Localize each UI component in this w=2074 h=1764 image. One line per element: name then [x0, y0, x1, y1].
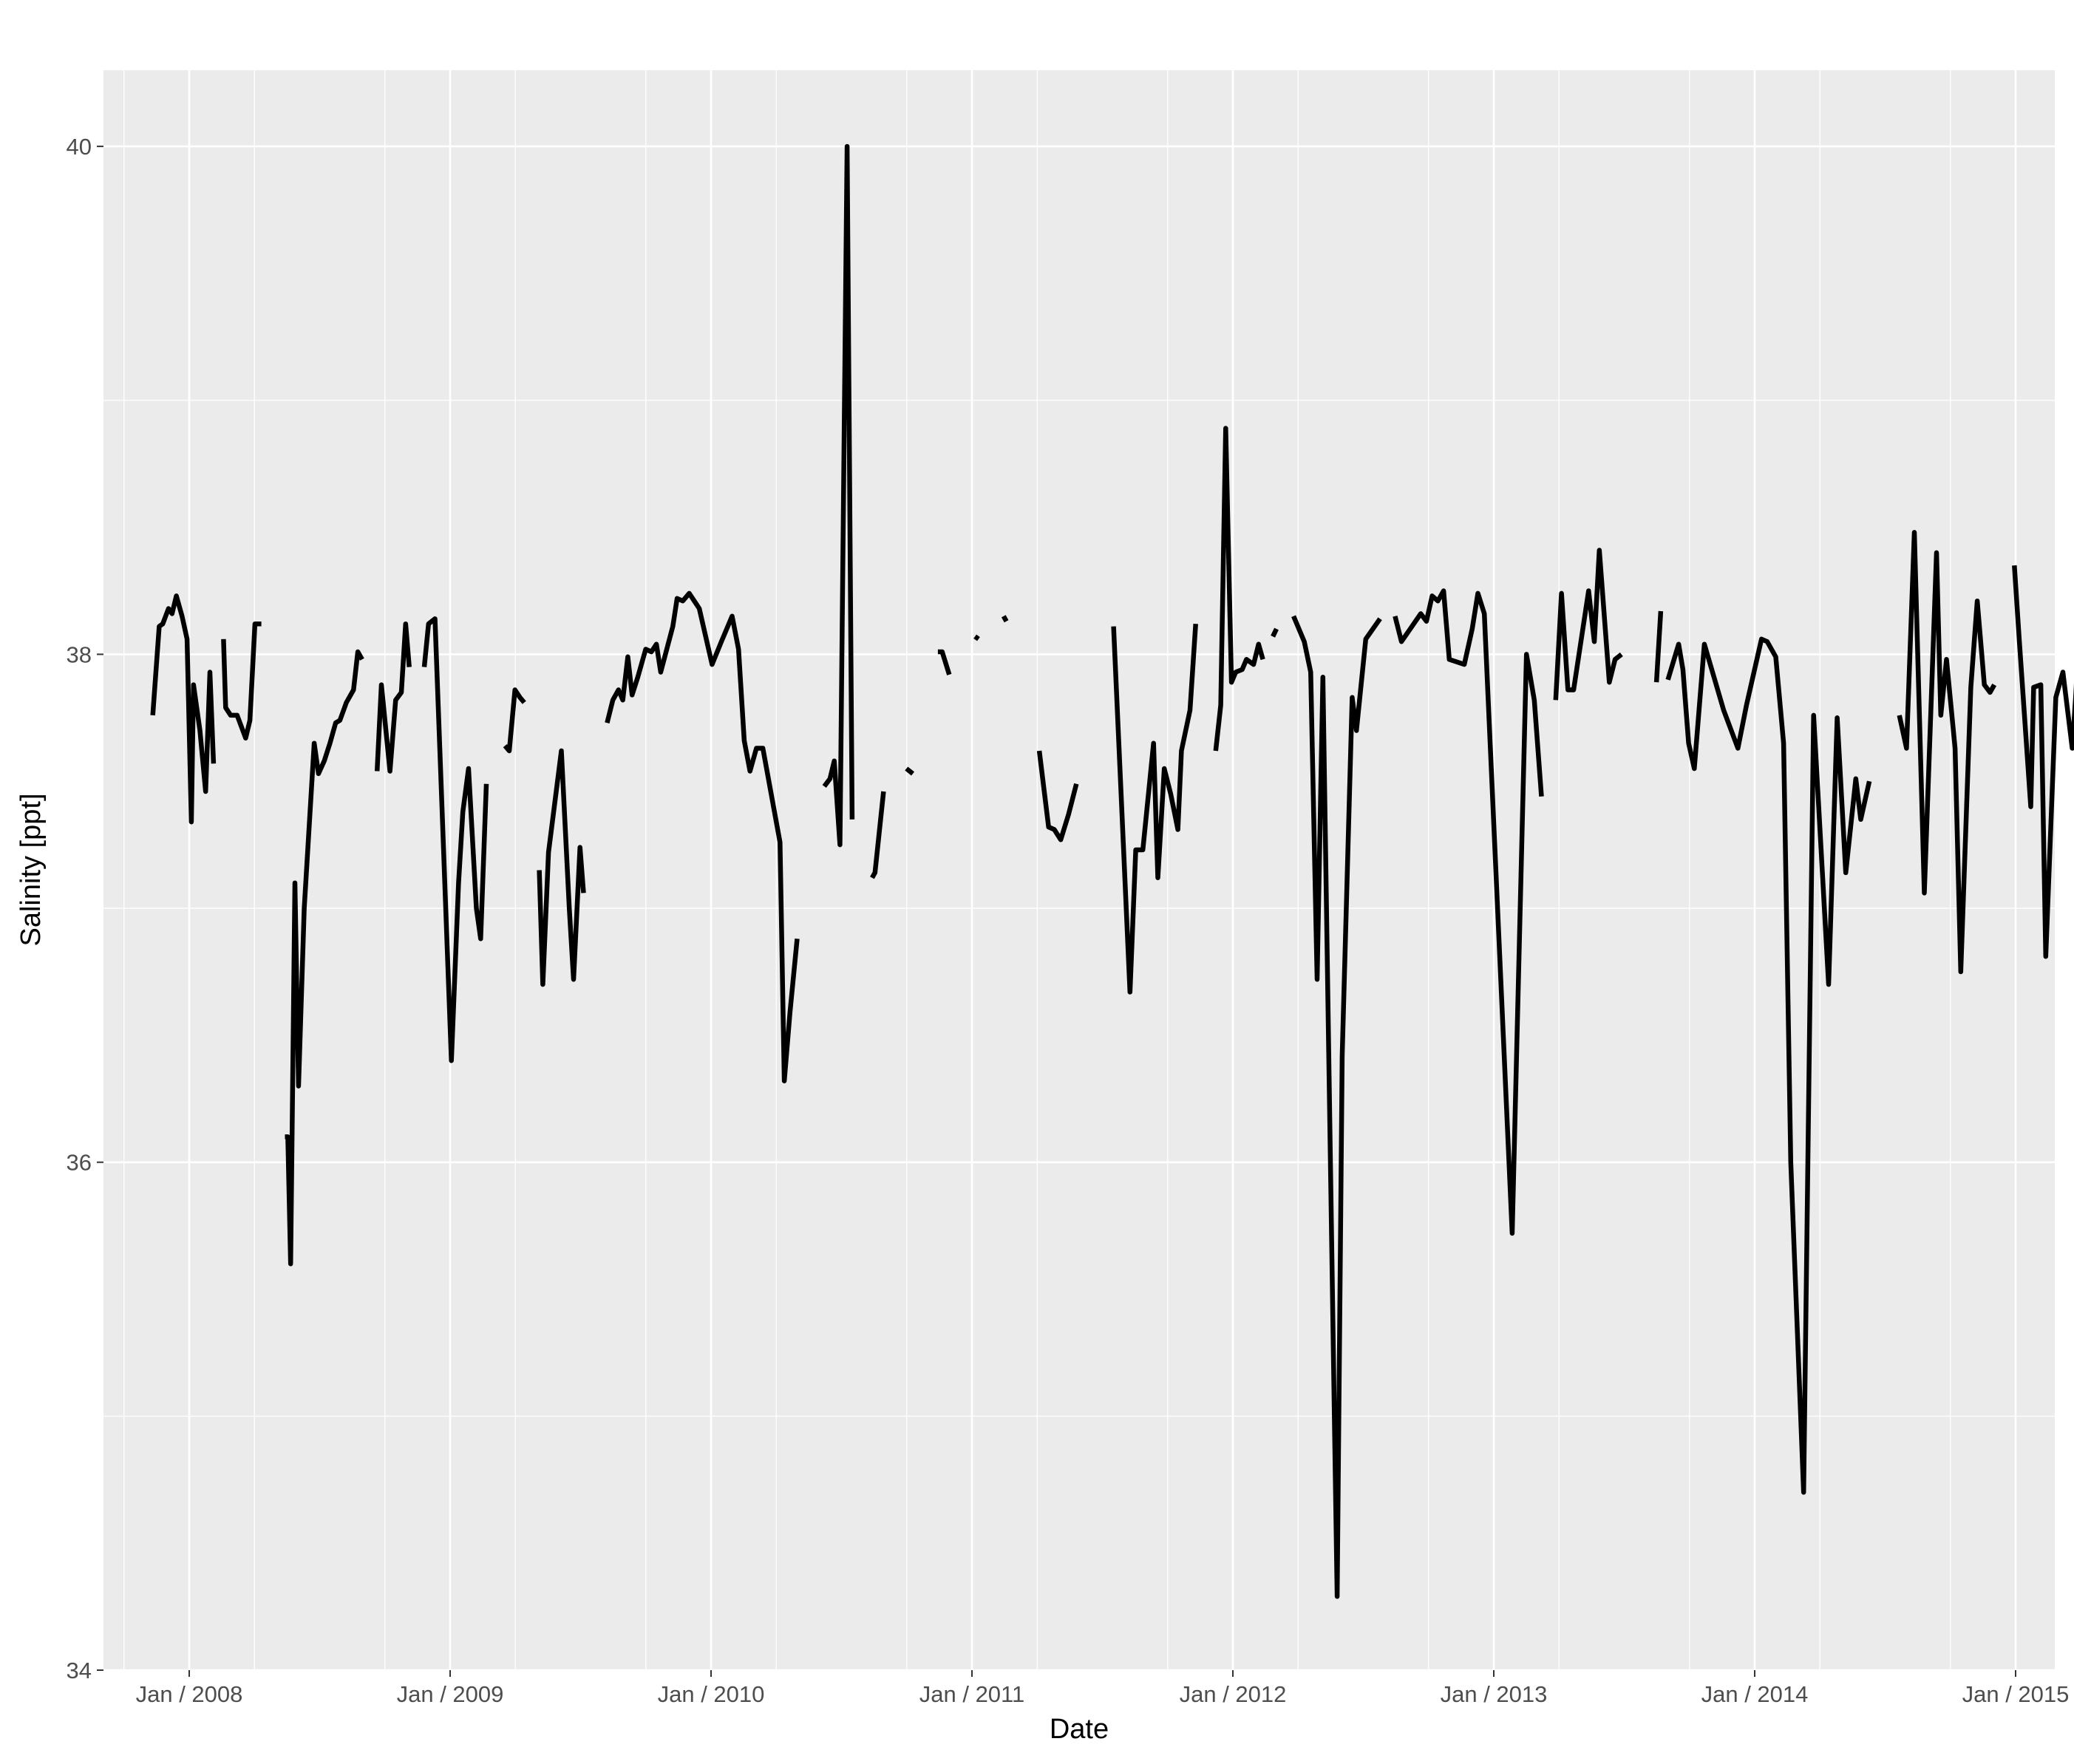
x-axis-tick-labels: Jan / 2008 Jan / 2009 Jan / 2010 Jan / 2011…: [136, 1681, 2070, 1707]
salinity-line-segment: [1665, 636, 1872, 1495]
x-tick-label: Jan / 2009: [397, 1681, 504, 1707]
salinity-line-segment: [285, 649, 364, 1267]
salinity-line-segment: [503, 687, 526, 754]
x-tick-label: Jan / 2012: [1180, 1681, 1287, 1707]
salinity-line-segment: [421, 616, 489, 1063]
y-tick-label: 38: [67, 641, 92, 667]
salinity-line-segment: [1271, 627, 1279, 638]
x-tick-label: Jan / 2014: [1701, 1681, 1809, 1707]
y-axis-title: Salinity [ppt]: [16, 794, 47, 947]
y-tick-label: 40: [67, 134, 92, 160]
salinity-line-segment: [150, 593, 217, 825]
plot-panel: [103, 70, 2055, 1670]
x-tick-label: Jan / 2011: [919, 1681, 1024, 1707]
salinity-line-segment: [1653, 610, 1664, 683]
salinity-line-segment: [605, 590, 800, 1083]
y-axis-tick-labels: 34 36 38 40: [67, 134, 92, 1683]
grid-major: [103, 70, 2055, 1672]
axis-ticks: [97, 146, 2016, 1677]
salinity-line-segment: [870, 791, 886, 879]
salinity-line-segment: [374, 621, 412, 774]
salinity-line-segment: [2012, 565, 2074, 959]
salinity-line-segment: [1897, 530, 1997, 975]
salinity-line-segment: [1111, 623, 1198, 995]
salinity-line-segment: [221, 621, 262, 741]
salinity-line-segment: [1213, 426, 1265, 752]
salinity-line-segment: [905, 766, 915, 776]
salinity-line-segment: [1553, 548, 1623, 701]
series-line: [150, 143, 2074, 1599]
x-tick-label: Jan / 2015: [1962, 1681, 2070, 1707]
x-tick-label: Jan / 2008: [136, 1681, 243, 1707]
salinity-line-segment: [1393, 588, 1544, 1236]
x-tick-label: Jan / 2010: [658, 1681, 765, 1707]
salinity-line-segment: [973, 634, 980, 641]
salinity-line-segment: [1036, 750, 1079, 842]
salinity-line-segment: [1291, 615, 1382, 1599]
x-axis-title: Date: [1050, 1714, 1109, 1745]
x-tick-label: Jan / 2013: [1441, 1681, 1548, 1707]
salinity-line-segment: [822, 143, 855, 848]
y-tick-label: 34: [67, 1658, 92, 1683]
salinity-line-segment: [1001, 615, 1009, 623]
salinity-line-segment: [937, 649, 952, 675]
y-tick-label: 36: [67, 1150, 92, 1176]
salinity-line-segment: [537, 748, 586, 987]
